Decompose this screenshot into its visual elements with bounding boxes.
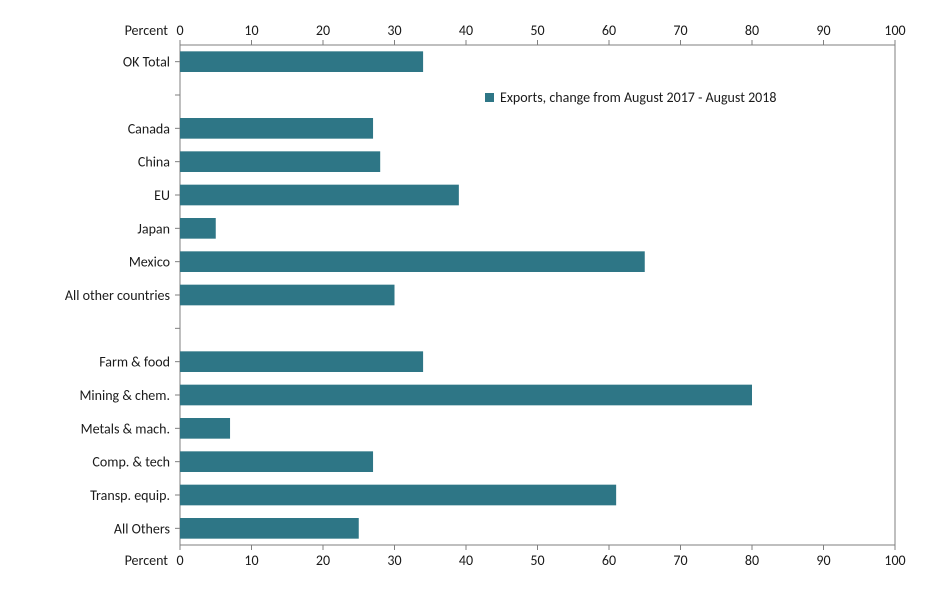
bar (180, 251, 645, 272)
x-tick-top: 10 (244, 22, 258, 39)
category-label: All other countries (65, 287, 170, 304)
x-tick-top: 60 (602, 22, 616, 39)
legend-swatch (485, 93, 494, 102)
x-tick-top: 0 (176, 22, 183, 39)
bar (180, 451, 373, 472)
x-tick-top: 80 (745, 22, 759, 39)
x-tick-top: 70 (673, 22, 687, 39)
bar (180, 518, 359, 539)
category-label: Metals & mach. (81, 420, 170, 437)
category-label: EU (154, 187, 170, 204)
x-tick-bottom: 20 (316, 552, 330, 569)
x-tick-bottom: 10 (244, 552, 258, 569)
x-tick-bottom: 40 (459, 552, 473, 569)
bar (180, 485, 616, 506)
x-tick-bottom: 0 (176, 552, 183, 569)
category-label: Mining & chem. (79, 387, 170, 404)
x-tick-bottom: 50 (530, 552, 544, 569)
x-tick-top: 40 (459, 22, 473, 39)
x-tick-top: 20 (316, 22, 330, 39)
x-tick-top: 50 (530, 22, 544, 39)
category-label: Canada (128, 120, 170, 137)
x-tick-top: 90 (816, 22, 830, 39)
category-label: Transp. equip. (90, 487, 170, 504)
x-axis-title-top: Percent (125, 22, 169, 39)
x-tick-bottom: 100 (884, 552, 905, 569)
x-tick-top: 30 (387, 22, 401, 39)
chart-container: 0 0 10 10 20 20 30 30 40 40 50 50 60 60 70 70 80 80 90 90 10… (0, 0, 925, 589)
x-tick-bottom: 80 (745, 552, 759, 569)
bar (180, 151, 380, 172)
category-label: Mexico (129, 254, 170, 271)
x-axis-title-bottom: Percent (125, 552, 169, 569)
bar (180, 118, 373, 139)
category-label: OK Total (123, 54, 170, 71)
bar (180, 351, 423, 372)
legend-text: Exports, change from August 2017 - Augus… (500, 89, 776, 106)
category-label: Comp. & tech (92, 454, 170, 471)
bar (180, 185, 459, 206)
bar (180, 51, 423, 72)
bar (180, 285, 395, 306)
x-tick-bottom: 60 (602, 552, 616, 569)
bar (180, 418, 230, 439)
bar (180, 218, 216, 239)
category-label: Japan (137, 220, 170, 237)
bar (180, 385, 752, 406)
category-label: China (138, 154, 170, 171)
category-label: All Others (114, 520, 170, 537)
x-tick-bottom: 70 (673, 552, 687, 569)
x-tick-bottom: 90 (816, 552, 830, 569)
x-tick-bottom: 30 (387, 552, 401, 569)
x-tick-top: 100 (884, 22, 905, 39)
category-label: Farm & food (99, 354, 170, 371)
exports-bar-chart: 0 0 10 10 20 20 30 30 40 40 50 50 60 60 70 70 80 80 90 90 10… (0, 0, 925, 589)
